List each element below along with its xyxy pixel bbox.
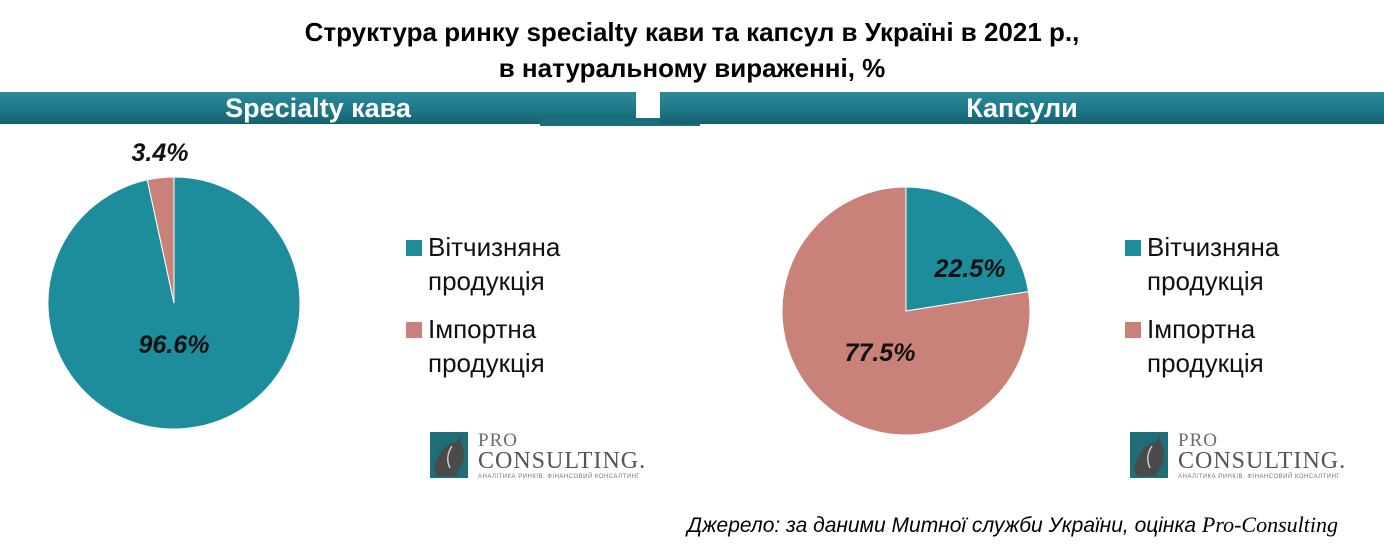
legend-label-domestic-line1: Вітчизняна [428,232,561,262]
pro-consulting-logo: PRO CONSULTING. АНАЛІТИКА РИНКІВ. ФІНАНС… [430,430,645,480]
chart-title-line1: Структура ринку specialty кави та капсул… [304,17,1080,47]
legend-item-domestic: Вітчизняна продукція [406,230,628,298]
specialty-legend: Вітчизняна продукція Імпортна продукція [406,230,628,380]
data-label-import: 77.5% [845,339,916,367]
specialty-chart-title: Specialty кава [225,93,411,123]
data-label-import: 3.4% [132,139,189,167]
specialty-pie-chart: 96.6% 3.4% [47,139,301,430]
pie-slice-import [146,176,175,304]
chart-title: Структура ринку specialty кави та капсул… [0,14,1384,86]
data-label-domestic: 96.6% [139,331,210,359]
legend-swatch-domestic [406,240,422,256]
legend-label-import-line1: Імпортна [428,314,537,344]
rhino-logo-icon [1130,432,1168,478]
pro-consulting-logo: PRO CONSULTING. АНАЛІТИКА РИНКІВ. ФІНАНС… [1130,430,1345,480]
source-brand: Pro-Consulting [1201,512,1338,537]
pie-slice-domestic [905,186,1030,312]
logo-consulting-text: CONSULTING. [478,448,647,474]
logo-pro-text: PRO [478,430,518,451]
legend-item-domestic: Вітчизняна продукція [1125,230,1347,298]
logo-tagline: АНАЛІТИКА РИНКІВ. ФІНАНСОВИЙ КОНСАЛТИНГ [478,474,641,480]
legend-label-domestic-line1: Вітчизняна [1147,232,1280,262]
legend-swatch-import [1125,322,1141,338]
logo-pro-text: PRO [1178,430,1218,451]
rhino-logo-icon [430,432,468,478]
specialty-header-band: Specialty кава [0,92,636,124]
band-divider [540,118,700,126]
legend-swatch-domestic [1125,240,1141,256]
data-label-domestic: 22.5% [934,255,1006,283]
legend-item-import: Імпортна продукція [406,312,628,380]
chart-title-line2: в натуральному вираженні, % [498,53,886,83]
legend-label-import-line2: продукція [1147,348,1264,378]
capsules-pie-chart: 22.5% 77.5% [781,186,1031,436]
legend-label-domestic-line2: продукція [428,266,545,296]
legend-label-import-line2: продукція [428,348,545,378]
legend-label-import-line1: Імпортна [1147,314,1256,344]
capsules-chart-title: Капсули [966,93,1078,123]
capsules-header-band: Капсули [660,92,1384,124]
capsules-legend: Вітчизняна продукція Імпортна продукція [1125,230,1347,380]
logo-consulting-text: CONSULTING. [1178,448,1347,474]
legend-swatch-import [406,322,422,338]
source-note: Джерело: за даними Митної служби України… [687,512,1338,538]
legend-label-domestic-line2: продукція [1147,266,1264,296]
legend-item-import: Імпортна продукція [1125,312,1347,380]
source-text: Джерело: за даними Митної служби України… [687,514,1202,537]
pie-slice-import [781,186,1031,436]
logo-tagline: АНАЛІТИКА РИНКІВ. ФІНАНСОВИЙ КОНСАЛТИНГ [1178,474,1341,480]
